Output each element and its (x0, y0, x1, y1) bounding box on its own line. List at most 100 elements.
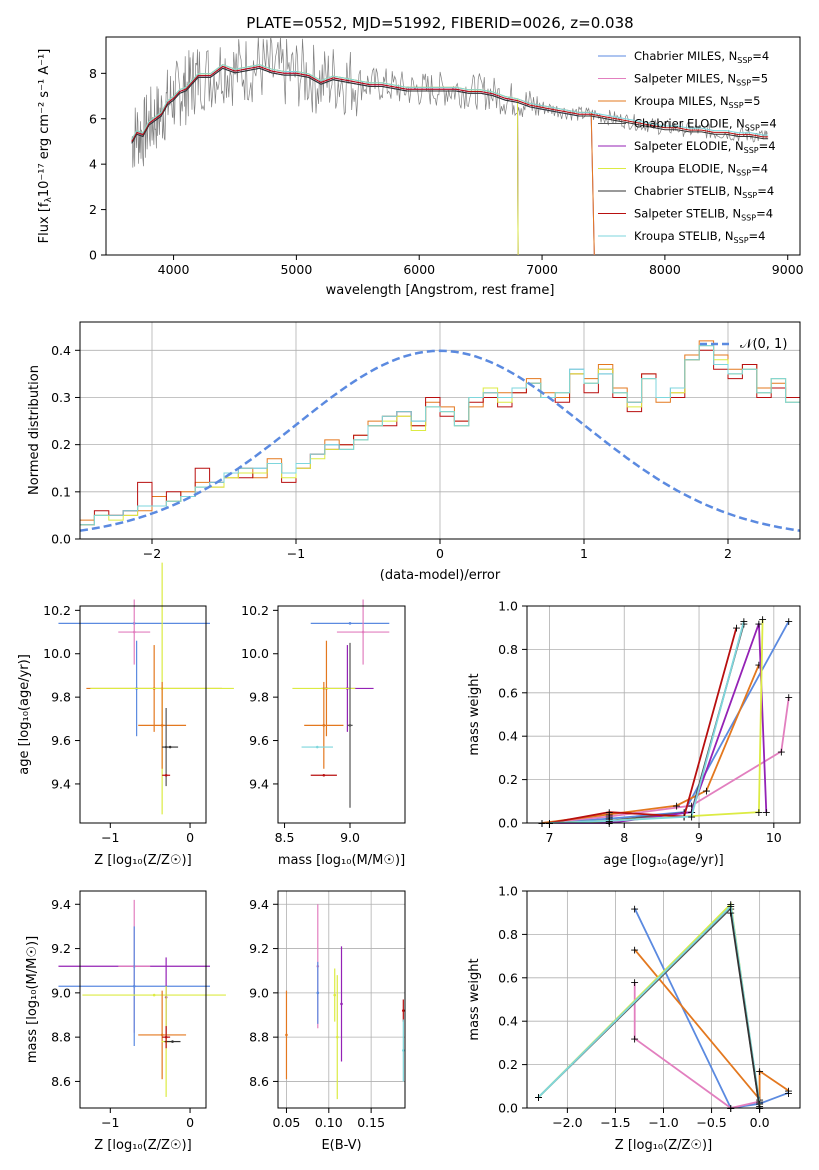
y-tick-label: 8.6 (249, 1074, 269, 1089)
x-tick-label: 8 (620, 830, 628, 845)
normal-legend-label: 𝒩(0, 1) (740, 337, 787, 352)
legend-label: Chabrier STELIB, NSSP=4 (634, 184, 774, 200)
y-tick-label: 0.6 (498, 685, 518, 700)
legend-label-value: =5 (751, 72, 768, 86)
x-tick-label: 9000 (772, 262, 804, 277)
legend-label-value: =4 (751, 162, 768, 176)
y-tick-label: 9.4 (249, 897, 269, 912)
y-tick-label: 0.6 (498, 970, 518, 985)
y-tick-label: 10.0 (43, 646, 71, 661)
x-tick-label: 7000 (526, 262, 558, 277)
y-tick-label: 0.2 (51, 437, 71, 452)
legend-label: Salpeter ELODIE, NSSP=4 (634, 139, 776, 155)
weight-marker: + (630, 944, 639, 957)
weight-marker: + (784, 691, 793, 704)
y-tick-label: 10.2 (43, 603, 71, 618)
histogram-ticks: −2 −1 0 1 2 0.0 0.1 0.2 0.3 0.4 (51, 343, 732, 561)
weight-line-kroupa-stelib (537, 904, 761, 1104)
legend-label-value: =4 (756, 207, 773, 221)
y-tick-label: 6 (89, 111, 97, 126)
legend-label-text: Salpeter STELIB, N (634, 207, 741, 221)
histogram-xlabel: (data-model)/error (380, 568, 501, 583)
weight-marker: + (726, 900, 735, 913)
observed-spectrum-line (131, 36, 768, 168)
legend-label-text: Salpeter MILES, N (634, 72, 736, 86)
mass-vs-Z-panel: −1 0 8.6 8.8 9.0 9.2 9.4 Z [log₁₀(Z/Z☉)] mass [l… (25, 890, 226, 1153)
errorbar-point (322, 724, 326, 727)
legend-label-value: =5 (744, 94, 761, 108)
errorbar-point (322, 773, 326, 777)
weight-marker: + (605, 806, 614, 819)
legend-label-value: =4 (749, 229, 766, 243)
y-tick-label: 0.2 (498, 772, 518, 787)
y-axis-label: mass [log₁₀(M/M☉)] (25, 936, 40, 1063)
legend-label-text: Kroupa STELIB, N (634, 229, 734, 243)
y-tick-label: 0.8 (498, 642, 518, 657)
x-axis-label: E(B-V) (321, 1138, 361, 1153)
y-tick-label: 9.6 (51, 733, 71, 748)
weight-marker: + (702, 784, 711, 797)
x-tick-label: 6000 (403, 262, 435, 277)
legend-label: Kroupa STELIB, NSSP=4 (634, 229, 765, 245)
legend-label-text: Kroupa MILES, N (634, 94, 729, 108)
legend-label-subscript: SSP (729, 101, 744, 110)
y-tick-label: 0.4 (51, 343, 71, 358)
model-line-kroupa-stelib (131, 64, 769, 140)
legend-label: Kroupa MILES, NSSP=5 (634, 94, 760, 110)
x-tick-label: −2.0 (552, 1115, 582, 1130)
x-tick-label: 8000 (649, 262, 681, 277)
weight-marker: + (630, 1033, 639, 1046)
y-tick-label: 9.4 (249, 776, 269, 791)
errorbar-point (402, 1009, 405, 1012)
y-tick-label: 9.4 (51, 897, 71, 912)
x-axis-label: Z [log₁₀(Z/Z☉)] (615, 1138, 712, 1153)
y-tick-label: 0.0 (498, 816, 518, 831)
legend-label-value: =4 (760, 117, 777, 131)
errorbar-point (164, 1035, 168, 1039)
weight-marker: + (672, 800, 681, 813)
y-tick-label: 9.0 (249, 985, 269, 1000)
legend-label-subscript: SSP (741, 214, 756, 223)
weight-marker: + (762, 806, 771, 819)
legend-label-text: Chabrier MILES, N (634, 49, 737, 63)
errorbar-point (348, 724, 352, 727)
weight-marker: + (754, 659, 763, 672)
x-tick-label: 0.05 (273, 1115, 301, 1130)
weight-marker: + (739, 615, 748, 628)
weight-marker: + (605, 808, 614, 821)
x-tick-label: −1 (101, 830, 119, 845)
x-tick-label: 0 (186, 1115, 194, 1130)
weight-marker: + (534, 1091, 543, 1104)
spectrum-panel: PLATE=0552, MJD=51992, FIBERID=0026, z=0… (37, 14, 804, 298)
axes-frame (277, 890, 406, 1109)
y-tick-label: 4 (89, 157, 97, 172)
y-tick-label: 0 (89, 248, 97, 263)
x-tick-label: −0.5 (696, 1115, 726, 1130)
legend-label: Chabrier ELODIE, NSSP=4 (634, 117, 777, 133)
weight-line-salpeter-stelib (549, 627, 738, 824)
normal-distribution-curve (79, 349, 801, 532)
weight-marker: + (605, 810, 614, 823)
spectrum-axes-frame (105, 36, 801, 256)
y-tick-label: 9.8 (249, 690, 269, 705)
y-tick-label: 0.4 (498, 729, 518, 744)
weight-line-kroupa-miles (634, 949, 790, 1102)
y-tick-label: 8 (89, 66, 97, 81)
y-tick-label: 10.2 (241, 603, 269, 618)
x-tick-label: −1 (101, 1115, 119, 1130)
spectrum-ticks: 4000 5000 6000 7000 8000 9000 0 2 4 6 8 (89, 66, 804, 277)
errorbar-point (164, 773, 168, 777)
weight-marker: + (726, 907, 735, 920)
errorbar-point (361, 630, 365, 634)
weight-marker: + (630, 976, 639, 989)
legend-label-subscript: SSP (736, 79, 751, 88)
x-tick-label: −1.5 (600, 1115, 630, 1130)
legend-label-text: Chabrier ELODIE, N (634, 117, 745, 131)
weight-line-chabrier-elodie (549, 623, 745, 824)
model-line-salpeter-miles (131, 65, 595, 256)
errorbar-point (132, 984, 136, 988)
weight-marker: + (605, 813, 614, 826)
histogram-legend: 𝒩(0, 1) (700, 337, 787, 352)
weight-line-salpeter-miles (541, 696, 790, 824)
errorbar-point (316, 991, 320, 995)
